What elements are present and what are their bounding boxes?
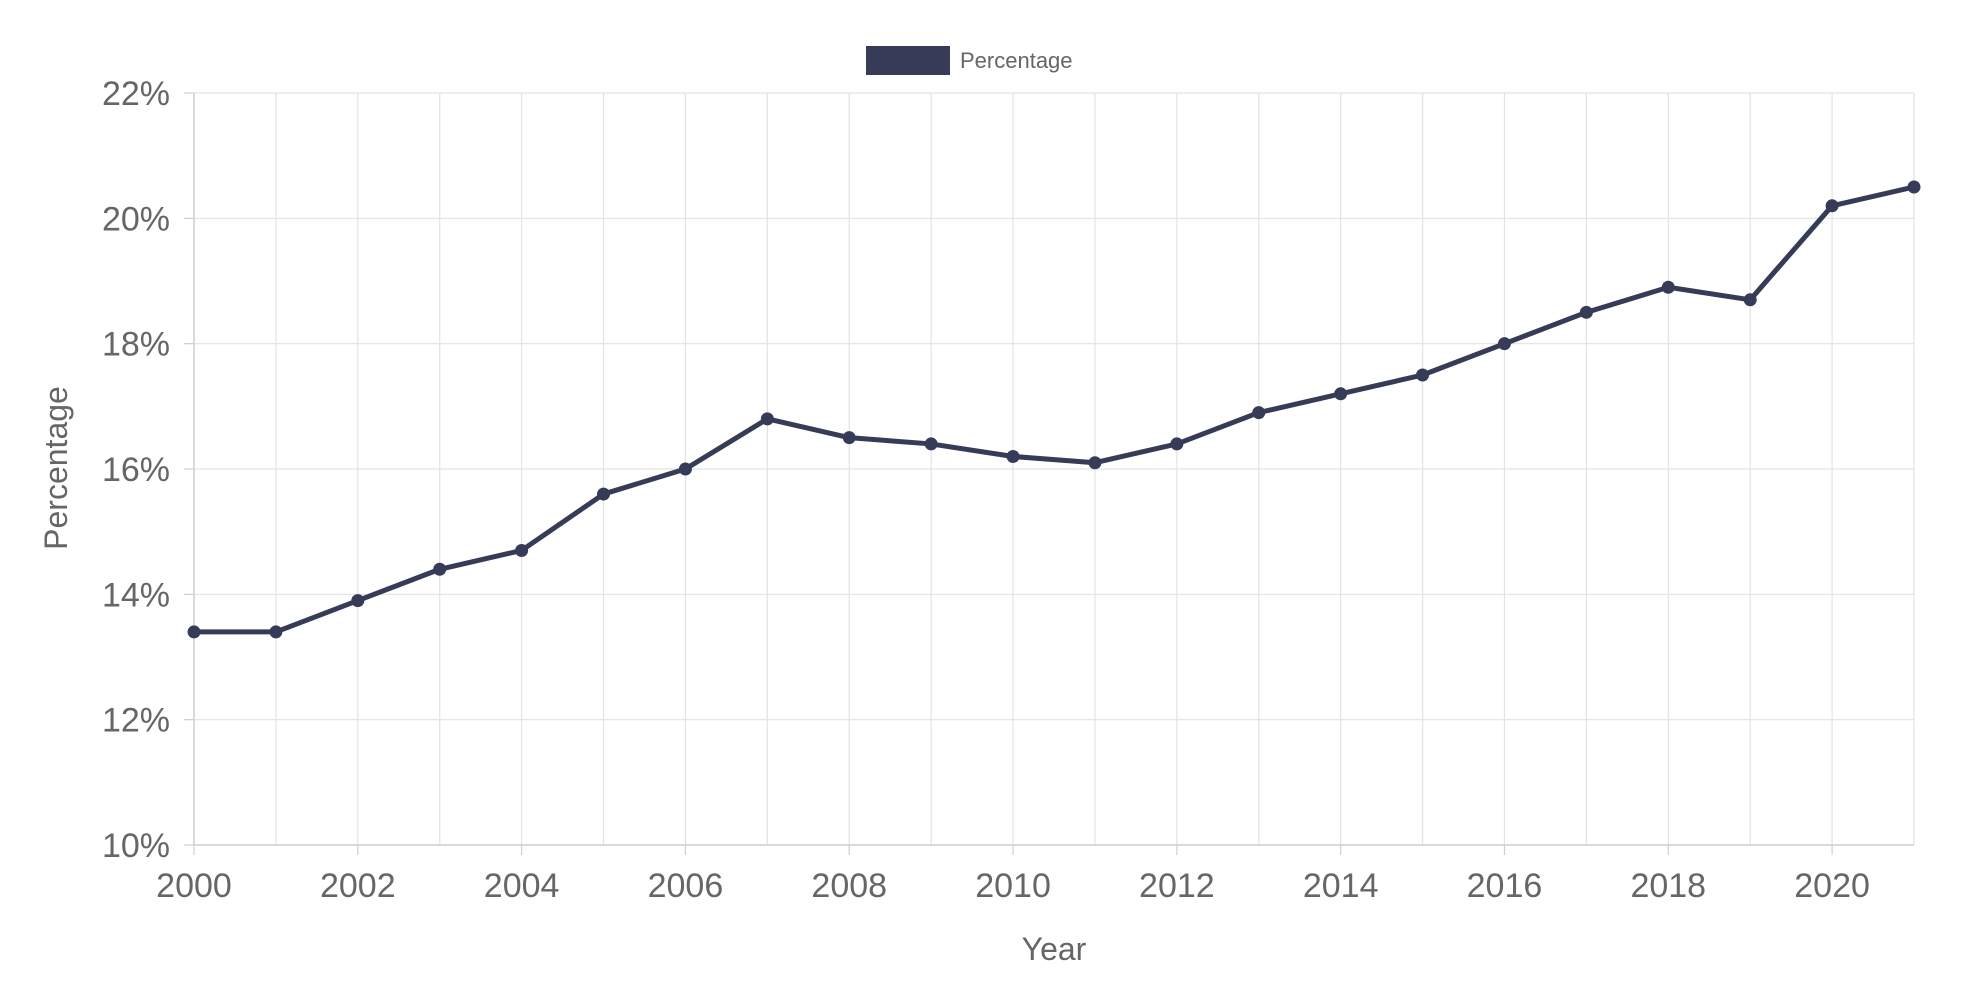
y-tick-label: 16% bbox=[102, 451, 170, 489]
data-point[interactable] bbox=[1579, 305, 1593, 319]
y-tick-label: 10% bbox=[102, 827, 170, 865]
data-point[interactable] bbox=[515, 543, 529, 557]
series-line bbox=[191, 184, 1917, 635]
x-tick-label: 2016 bbox=[1467, 867, 1543, 905]
y-axis-title: Percentage bbox=[38, 386, 74, 550]
x-tick-label: 2018 bbox=[1630, 867, 1706, 905]
data-point[interactable] bbox=[1497, 337, 1511, 351]
legend[interactable]: Percentage bbox=[866, 46, 1073, 75]
y-tick-label: 12% bbox=[102, 702, 170, 740]
x-tick-label: 2000 bbox=[156, 867, 232, 905]
data-point[interactable] bbox=[1825, 199, 1839, 213]
x-tick-label: 2012 bbox=[1139, 867, 1215, 905]
data-point[interactable] bbox=[1907, 180, 1921, 194]
data-point[interactable] bbox=[269, 625, 283, 639]
data-point[interactable] bbox=[842, 431, 856, 445]
data-point[interactable] bbox=[1416, 368, 1430, 382]
data-point[interactable] bbox=[433, 562, 447, 576]
data-point[interactable] bbox=[1006, 449, 1020, 463]
data-point[interactable] bbox=[1088, 456, 1102, 470]
x-tick-label: 2014 bbox=[1303, 867, 1379, 905]
data-point[interactable] bbox=[597, 487, 611, 501]
y-tick-label: 20% bbox=[102, 200, 170, 238]
data-point[interactable] bbox=[924, 437, 938, 451]
x-axis-title: Year bbox=[1022, 931, 1087, 967]
legend-swatch[interactable] bbox=[866, 46, 950, 75]
axis-layer: 10% 12% 14% 16% 18% 20% 22% 2000 2002 2004 2006 200… bbox=[102, 75, 1914, 905]
series-layer bbox=[187, 180, 1921, 639]
data-point[interactable] bbox=[1743, 293, 1757, 307]
data-point[interactable] bbox=[351, 594, 365, 608]
x-tick-label: 2008 bbox=[811, 867, 887, 905]
data-point[interactable] bbox=[1661, 280, 1675, 294]
x-tick-label: 2006 bbox=[648, 867, 724, 905]
data-point[interactable] bbox=[760, 412, 774, 426]
x-tick-label: 2004 bbox=[484, 867, 560, 905]
data-point[interactable] bbox=[1170, 437, 1184, 451]
data-point[interactable] bbox=[678, 462, 692, 476]
y-tick-label: 14% bbox=[102, 576, 170, 614]
x-tick-label: 2002 bbox=[320, 867, 396, 905]
legend-label[interactable]: Percentage bbox=[960, 48, 1073, 73]
data-point[interactable] bbox=[187, 625, 201, 639]
x-tick-label: 2010 bbox=[975, 867, 1051, 905]
y-tick-label: 18% bbox=[102, 326, 170, 364]
y-tick-label: 22% bbox=[102, 75, 170, 113]
data-point[interactable] bbox=[1252, 406, 1266, 420]
grid-layer bbox=[193, 92, 1915, 846]
x-tick-label: 2020 bbox=[1794, 867, 1870, 905]
data-point[interactable] bbox=[1334, 387, 1348, 401]
